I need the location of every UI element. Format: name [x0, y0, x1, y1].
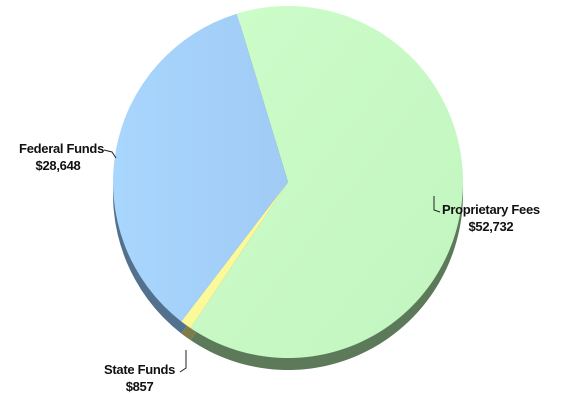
leader-federal — [103, 149, 117, 159]
label-federal-value: $28,648 — [35, 158, 81, 173]
label-state-funds: State Funds $857 — [104, 361, 175, 395]
leader-lines — [103, 149, 441, 373]
leader-proprietary — [433, 196, 441, 213]
label-proprietary-value: $52,732 — [468, 219, 514, 234]
label-federal-name: Federal Funds — [19, 141, 104, 156]
label-federal-funds: Federal Funds $28,648 — [12, 140, 104, 174]
label-proprietary-fees: Proprietary Fees $52,732 — [442, 201, 540, 235]
leader-state — [179, 350, 187, 373]
slice-proprietary-fees — [190, 5, 464, 359]
label-state-value: $857 — [125, 379, 154, 394]
label-proprietary-name: Proprietary Fees — [442, 202, 540, 217]
pie-slices — [113, 5, 464, 359]
slice-state-funds — [181, 182, 288, 329]
label-state-name: State Funds — [104, 362, 176, 377]
slice-federal-funds — [113, 13, 288, 322]
